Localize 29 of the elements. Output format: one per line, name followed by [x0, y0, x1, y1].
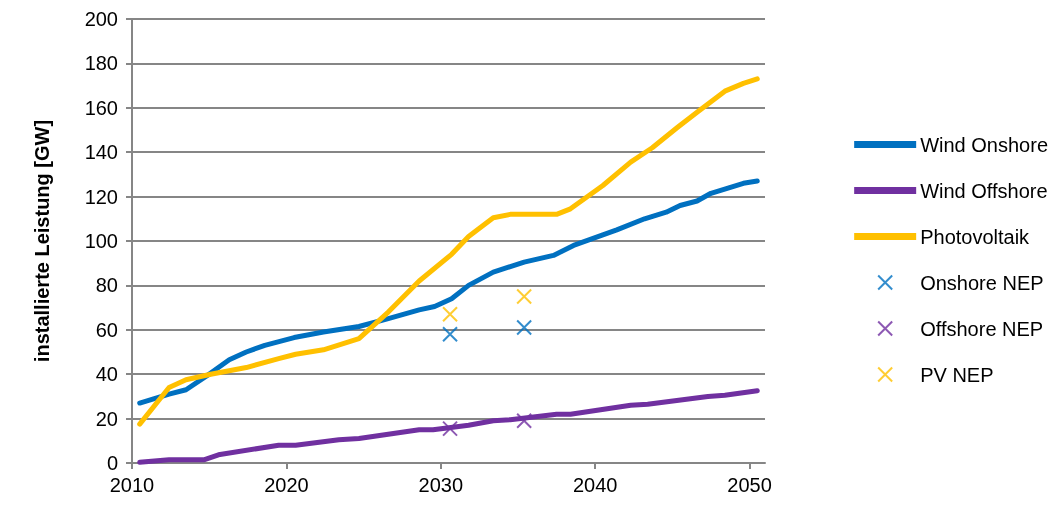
x-tick-label: 2010	[109, 474, 155, 496]
legend-label: Offshore NEP	[920, 317, 1044, 340]
y-tick-label: 20	[95, 407, 118, 430]
y-tick-label: 200	[84, 8, 118, 30]
y-axis-title: installierte Leistung [GW]	[31, 119, 53, 363]
y-tick-label: 0	[106, 452, 118, 474]
y-tick-label: 60	[95, 318, 118, 341]
point	[516, 319, 533, 336]
legend-label: Onshore NEP	[920, 271, 1044, 294]
y-tick-label: 120	[84, 185, 118, 208]
y-tick-label: 40	[95, 363, 118, 386]
y-tick-label: 80	[95, 274, 118, 297]
legend-label: Photovoltaik	[920, 225, 1031, 248]
y-tick-label: 140	[84, 141, 118, 164]
x-tick-label: 2020	[264, 474, 309, 496]
x-tick-label: 2040	[572, 474, 618, 496]
x-tick-label: 2050	[727, 474, 772, 496]
point	[442, 326, 459, 343]
y-tick-label: 160	[84, 96, 118, 119]
point	[516, 412, 533, 429]
point	[516, 288, 533, 305]
point	[442, 306, 459, 323]
y-tick-label: 100	[84, 230, 118, 252]
x-tick-label: 2030	[418, 474, 464, 496]
legend-label: Wind Offshore	[920, 179, 1048, 202]
point	[442, 420, 459, 437]
y-tick-label: 180	[84, 52, 118, 75]
legend-label: PV NEP	[920, 363, 994, 386]
legend-label: Wind Onshore	[920, 133, 1049, 156]
